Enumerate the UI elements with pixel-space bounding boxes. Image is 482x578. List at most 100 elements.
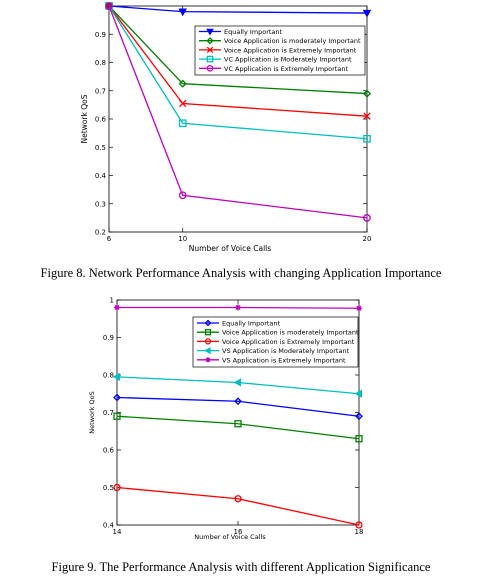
fig9-data-point — [113, 412, 121, 420]
fig9-data-point — [234, 397, 242, 406]
fig8-series-0 — [104, 2, 372, 18]
fig9-series-line — [116, 486, 360, 526]
fig9-ytick-label: 1 — [110, 297, 114, 305]
fig8-legend-label: Voice Application is Extremely Important — [224, 46, 357, 54]
fig8-legend-marker — [206, 28, 214, 36]
fig9-data-point — [356, 305, 362, 312]
fig8-data-point — [178, 79, 187, 88]
fig9-legend-label: Voice Application is moderately Importan… — [222, 329, 359, 337]
fig9-ytick-label: 0.6 — [103, 447, 115, 455]
fig9-series-2 — [113, 483, 363, 529]
fig8-data-point — [363, 112, 371, 120]
fig8-xtick-label: 6 — [107, 235, 112, 243]
fig9-series-line — [116, 396, 360, 417]
fig9-legend-label: Equally Important — [222, 320, 281, 328]
fig9-xtick-label: 18 — [355, 528, 364, 536]
figure-8-caption: Figure 8. Network Performance Analysis w… — [40, 266, 442, 280]
fig8-ytick-label: 0.4 — [95, 172, 107, 180]
fig8-series-line — [108, 5, 368, 219]
fig9-ylabel: Network QoS — [88, 391, 96, 433]
fig8-legend-entry: Voice Application is moderately Importan… — [199, 37, 361, 45]
fig8-series-4 — [105, 2, 371, 222]
fig8-data-point — [105, 2, 113, 10]
fig9-legend-entry: Voice Application is moderately Importan… — [197, 329, 359, 337]
fig9-ytick-label: 0.7 — [103, 409, 114, 417]
fig8-ytick-label: 0.3 — [95, 200, 106, 208]
fig9-legend-marker — [204, 329, 212, 336]
fig9-series-3 — [112, 372, 363, 398]
fig9-data-point — [113, 483, 121, 492]
fig9-series-line — [116, 376, 360, 395]
fig8-data-point — [362, 89, 372, 98]
fig8-ytick-label: 0.5 — [95, 144, 106, 152]
fig8-legend-entry: Equally Important — [199, 28, 283, 36]
fig9-legend-marker — [204, 338, 212, 345]
fig9-legend-label: VS Application is Moderately Important — [222, 347, 350, 355]
fig9-ytick-label: 0.9 — [103, 334, 114, 342]
fig8-legend-marker — [206, 55, 214, 63]
fig8-legend-box — [194, 25, 366, 76]
fig9-data-point — [112, 372, 121, 381]
fig9-legend-entry: Equally Important — [197, 320, 281, 328]
fig9-series-line — [116, 415, 360, 440]
fig8-legend-label: VC Application is Extremely Important — [224, 65, 348, 73]
fig9-xtick-label: 14 — [113, 528, 122, 536]
fig8-data-point — [179, 99, 187, 108]
fig9-data-point — [355, 435, 363, 443]
fig9-data-point — [354, 389, 363, 398]
fig8-legend-entry: VC Application is Moderately Important — [199, 56, 352, 64]
fig9-data-point — [355, 521, 363, 529]
fig8-legend-entry: Voice Application is Extremely Important — [199, 46, 357, 54]
fig9-data-point — [355, 412, 363, 421]
fig9-ytick-label: 0.5 — [103, 484, 114, 492]
fig9-xtick-label: 16 — [234, 528, 243, 536]
fig8-data-point — [178, 8, 188, 17]
fig8-data-point — [363, 214, 371, 222]
fig8-series-line — [108, 5, 368, 14]
fig9-legend-label: Voice Application is Extremely Important — [222, 338, 355, 346]
figure-9-caption: Figure 9. The Performance Analysis with … — [51, 560, 431, 574]
fig8-ytick-label: 0.6 — [95, 116, 107, 124]
fig8-legend-entry: VC Application is Extremely Important — [199, 65, 348, 73]
fig9-xlabel: Number of Voice Calls — [194, 533, 266, 541]
fig9-series-1 — [113, 412, 363, 443]
fig8-xtick-label: 10 — [178, 235, 187, 243]
fig9-data-point — [235, 304, 241, 311]
fig9-data-point — [234, 420, 242, 428]
fig9-series-4 — [114, 304, 362, 312]
fig8-ytick-label: 0.7 — [95, 87, 106, 95]
fig8-ylabel: Network QoS — [80, 94, 89, 143]
fig8-data-point — [362, 9, 372, 18]
fig8-xtick-label: 20 — [363, 235, 372, 243]
fig9-ytick-label: 0.8 — [103, 372, 114, 380]
fig8-legend-marker — [206, 37, 214, 45]
fig8-ytick-label: 0.8 — [95, 59, 106, 67]
fig9-data-point — [234, 495, 242, 503]
fig9-legend-label: VS Application is Extremely Important — [222, 356, 346, 364]
fig8-series-line — [108, 5, 368, 140]
fig9-legend-entry: VS Application is Extremely Important — [197, 356, 346, 364]
fig8-ytick-label: 0.2 — [95, 229, 106, 237]
fig9-legend-box — [192, 316, 359, 368]
fig9-legend-entry: VS Application is Moderately Important — [197, 346, 350, 355]
fig9-legend-entry: Voice Application is Extremely Important — [197, 338, 355, 346]
fig8-legend-marker — [206, 64, 214, 72]
fig8-legend-label: Equally Important — [224, 28, 283, 36]
fig8-data-point — [178, 191, 187, 200]
fig8-xlabel: Number of Voice Calls — [189, 244, 271, 253]
figure-9-chart: 0.4 0.5 0.6 0.7 0.8 0.9 1 14 16 18 Number of Voice… — [88, 297, 364, 542]
fig9-data-point — [113, 393, 121, 402]
figure-8-chart: 0.2 0.3 0.4 0.5 0.6 0.7 0.8 0.9 6 10 20 Number of V… — [80, 1, 372, 253]
fig8-series-line — [108, 5, 368, 95]
fig8-data-point — [363, 134, 371, 143]
fig9-legend-marker — [204, 346, 211, 355]
fig8-legend-marker — [206, 46, 214, 54]
fig9-legend-marker — [204, 319, 212, 327]
fig8-legend-label: Voice Application is moderately Importan… — [224, 37, 361, 45]
fig9-data-point — [114, 304, 120, 311]
fig9-legend-marker — [205, 357, 211, 363]
fig9-data-point — [233, 378, 242, 387]
fig8-legend-label: VC Application is Moderately Important — [224, 56, 352, 64]
